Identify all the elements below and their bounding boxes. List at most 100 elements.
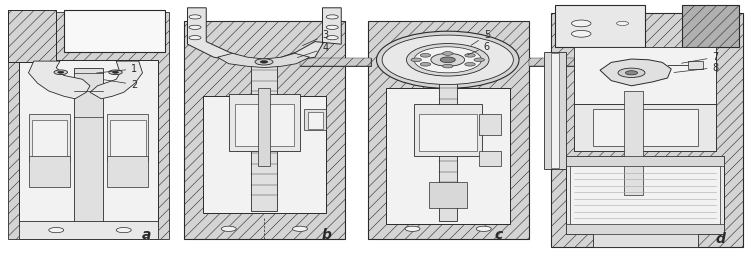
Circle shape	[572, 30, 591, 37]
Bar	[229, 94, 300, 151]
Bar	[28, 114, 70, 161]
Circle shape	[58, 71, 64, 73]
Circle shape	[411, 58, 422, 62]
Bar	[570, 165, 720, 230]
Bar	[304, 109, 326, 130]
Circle shape	[112, 71, 118, 73]
Text: a: a	[142, 228, 151, 242]
Bar	[555, 5, 645, 47]
Polygon shape	[600, 59, 671, 86]
Bar	[202, 96, 326, 213]
Polygon shape	[188, 8, 244, 62]
Circle shape	[442, 64, 453, 68]
Ellipse shape	[406, 43, 489, 76]
Circle shape	[109, 70, 122, 75]
Bar	[414, 104, 482, 156]
Bar	[682, 5, 739, 47]
Bar	[300, 58, 371, 66]
Circle shape	[54, 70, 68, 75]
Bar	[8, 10, 56, 62]
Circle shape	[572, 20, 591, 27]
Ellipse shape	[376, 31, 519, 88]
Circle shape	[474, 58, 484, 62]
Bar	[19, 60, 158, 226]
Circle shape	[221, 226, 236, 231]
Ellipse shape	[414, 47, 482, 73]
Text: b: b	[321, 228, 332, 242]
Circle shape	[116, 228, 131, 233]
Ellipse shape	[440, 57, 455, 63]
Bar	[251, 62, 277, 211]
Circle shape	[255, 59, 273, 65]
Circle shape	[465, 54, 476, 57]
Text: 6: 6	[467, 42, 490, 55]
Bar	[574, 57, 716, 151]
Polygon shape	[217, 53, 310, 68]
Bar	[551, 13, 742, 247]
Circle shape	[189, 15, 201, 19]
Bar	[19, 221, 158, 239]
Polygon shape	[28, 61, 90, 99]
Circle shape	[420, 54, 430, 57]
Circle shape	[189, 25, 201, 29]
Circle shape	[465, 62, 476, 66]
Bar	[184, 21, 345, 239]
Ellipse shape	[382, 35, 513, 84]
Text: 7: 7	[682, 52, 718, 63]
Circle shape	[442, 52, 453, 55]
Polygon shape	[281, 8, 341, 62]
Text: 4: 4	[298, 43, 328, 58]
Bar	[478, 114, 501, 135]
Circle shape	[189, 36, 201, 40]
Text: 5: 5	[471, 30, 490, 45]
Circle shape	[616, 21, 628, 25]
Text: c: c	[495, 228, 502, 242]
Bar	[478, 151, 501, 166]
Circle shape	[260, 61, 268, 63]
Bar	[110, 120, 146, 156]
Bar	[386, 88, 510, 224]
Ellipse shape	[430, 53, 464, 66]
Bar	[107, 156, 148, 187]
Circle shape	[326, 15, 338, 19]
Bar	[64, 10, 165, 52]
Circle shape	[618, 68, 645, 77]
Bar	[74, 68, 103, 224]
Bar	[574, 47, 716, 104]
Bar	[566, 156, 724, 166]
Circle shape	[420, 62, 430, 66]
Bar	[419, 114, 477, 151]
Bar	[368, 21, 529, 239]
Bar	[258, 88, 270, 166]
Text: 1: 1	[97, 64, 137, 74]
Circle shape	[49, 228, 64, 233]
Bar	[688, 61, 703, 69]
Bar	[592, 109, 698, 146]
Circle shape	[292, 226, 308, 231]
Bar	[308, 112, 322, 129]
Bar	[300, 58, 371, 66]
Bar	[429, 182, 466, 208]
Bar	[544, 52, 566, 169]
Bar	[529, 58, 592, 66]
Text: d: d	[715, 232, 725, 246]
Circle shape	[326, 36, 338, 40]
Bar	[32, 120, 67, 156]
Circle shape	[405, 226, 420, 231]
Circle shape	[476, 226, 491, 231]
Bar	[107, 114, 148, 161]
Bar	[624, 91, 643, 195]
Text: 2: 2	[104, 80, 137, 89]
Bar	[439, 78, 457, 221]
Text: 3: 3	[302, 30, 328, 46]
Bar	[8, 10, 56, 62]
Polygon shape	[90, 61, 142, 99]
Bar	[28, 156, 70, 187]
Bar	[551, 53, 559, 168]
Bar	[235, 104, 294, 146]
Bar	[8, 12, 169, 239]
Bar	[592, 231, 698, 247]
Bar	[574, 104, 716, 151]
Bar	[566, 224, 724, 234]
Circle shape	[326, 25, 338, 29]
